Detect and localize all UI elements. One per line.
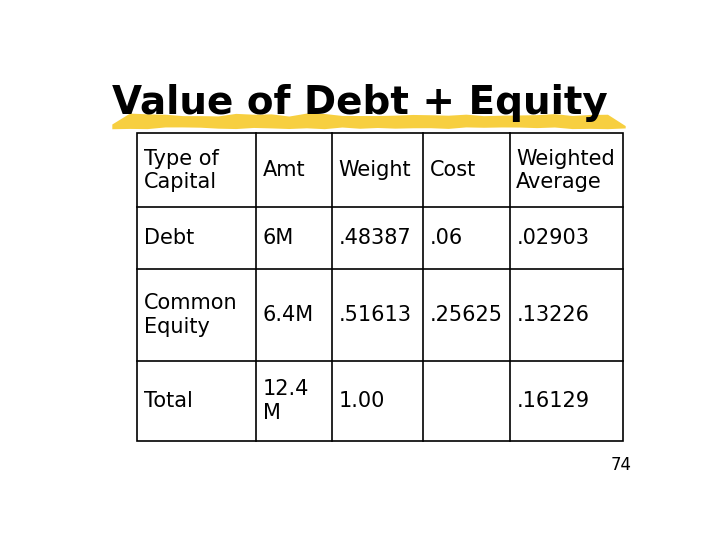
Text: .48387: .48387 xyxy=(338,228,411,248)
Text: .25625: .25625 xyxy=(430,305,503,325)
Bar xyxy=(138,133,623,441)
Text: Type of
Capital: Type of Capital xyxy=(144,148,219,192)
Text: Weighted
Average: Weighted Average xyxy=(516,148,615,192)
Text: Total: Total xyxy=(144,391,193,411)
Text: Weight: Weight xyxy=(338,160,411,180)
Text: Cost: Cost xyxy=(430,160,476,180)
Text: .16129: .16129 xyxy=(516,391,590,411)
Text: 74: 74 xyxy=(611,456,631,474)
Polygon shape xyxy=(112,113,626,129)
Text: Value of Debt + Equity: Value of Debt + Equity xyxy=(112,84,608,122)
Text: .06: .06 xyxy=(430,228,463,248)
Text: 12.4
M: 12.4 M xyxy=(263,380,309,423)
Text: 6M: 6M xyxy=(263,228,294,248)
Text: 6.4M: 6.4M xyxy=(263,305,314,325)
Text: Common
Equity: Common Equity xyxy=(144,293,238,336)
Text: 1.00: 1.00 xyxy=(338,391,384,411)
Text: .02903: .02903 xyxy=(516,228,589,248)
Text: Debt: Debt xyxy=(144,228,194,248)
Text: .51613: .51613 xyxy=(338,305,411,325)
Text: .13226: .13226 xyxy=(516,305,589,325)
Text: Amt: Amt xyxy=(263,160,305,180)
